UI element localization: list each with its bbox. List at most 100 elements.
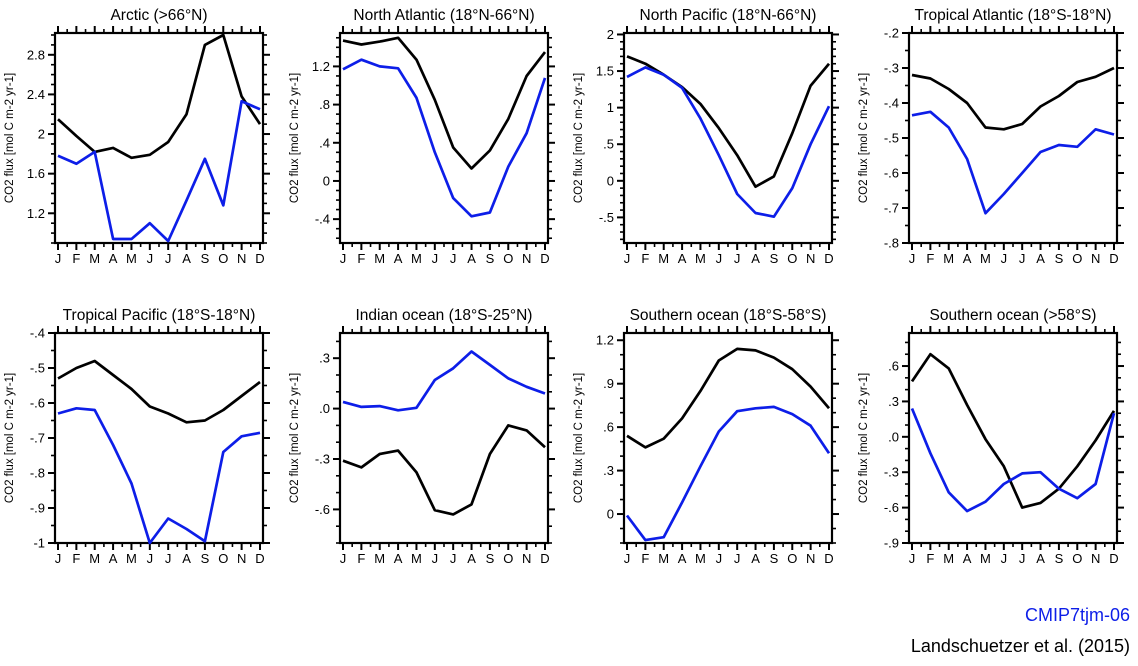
x-tick-label: F (926, 551, 934, 566)
x-tick-label: J (432, 551, 439, 566)
x-tick-label: F (641, 551, 649, 566)
series-line-cmip7tjm-06 (626, 66, 831, 219)
y-tick-label: -1 (33, 536, 45, 551)
x-tick-label: A (751, 551, 760, 566)
chart-title: Southern ocean (18°S-58°S) (630, 307, 827, 324)
x-tick-label: M (126, 551, 137, 566)
x-tick-label: A (963, 251, 972, 266)
x-tick-label: A (751, 251, 760, 266)
x-tick-label: O (1072, 251, 1082, 266)
x-tick-label: A (467, 251, 476, 266)
legend-entry-obs: Landschuetzer et al. (2015) (910, 636, 1130, 656)
y-tick-label: 1.5 (596, 64, 614, 79)
chart-svg: Southern ocean (>58°S) CO2 flux [mol C m-… (858, 307, 1124, 566)
chart-indian-ocean: Indian ocean (18°S-25°N) CO2 flux [mol C … (285, 300, 569, 600)
x-tick-label: J (624, 551, 631, 566)
y-tick-label: -.2 (884, 26, 899, 41)
y-tick-label: .0 (888, 429, 899, 444)
x-tick-label: O (1072, 551, 1082, 566)
chart-svg: Tropical Pacific (18°S-18°N) CO2 flux [mo… (4, 307, 270, 566)
chart-north-pacific: North Pacific (18°N-66°N) CO2 flux [mol C… (569, 0, 853, 300)
legend: CMIP7tjm-06 Landschuetzer et al. (2015) (911, 600, 1130, 662)
chart-title: Tropical Atlantic (18°S-18°N) (914, 7, 1111, 24)
series-line-cmip7tjm-06 (910, 407, 1116, 513)
x-tick-label: M (658, 551, 669, 566)
x-tick-label: D (824, 551, 833, 566)
x-tick-label: O (503, 551, 513, 566)
x-tick-label: J (734, 551, 741, 566)
series-line-landschuetzer (911, 66, 1115, 131)
series-line-landschuetzer (342, 424, 546, 516)
x-tick-label: M (374, 551, 385, 566)
y-tick-label: 1.2 (27, 206, 45, 221)
x-tick-label: N (1091, 251, 1100, 266)
chart-title: North Atlantic (18°N-66°N) (353, 7, 534, 24)
x-tick-label: N (237, 551, 246, 566)
x-tick-label: J (147, 251, 154, 266)
y-axis-label: CO2 flux [mol C m-2 yr-1] (289, 73, 301, 203)
x-tick-label: M (695, 251, 706, 266)
chart-title: Tropical Pacific (18°S-18°N) (63, 307, 256, 324)
chart-title: North Pacific (18°N-66°N) (640, 7, 817, 24)
x-tick-label: F (641, 251, 649, 266)
y-tick-label: -.9 (30, 501, 45, 516)
y-tick-label: -.6 (884, 500, 899, 515)
x-tick-label: J (734, 251, 741, 266)
series-line-landschuetzer (57, 33, 262, 160)
x-tick-label: M (943, 251, 954, 266)
x-tick-label: J (147, 551, 154, 566)
plot-border (622, 31, 834, 245)
x-tick-label: J (716, 251, 723, 266)
x-tick-label: A (467, 551, 476, 566)
x-tick-label: M (89, 251, 100, 266)
x-tick-label: J (909, 551, 916, 566)
x-tick-label: M (411, 251, 422, 266)
y-tick-label: -.5 (599, 210, 614, 225)
chart-title: Arctic (>66°N) (110, 7, 207, 24)
chart-svg: Indian ocean (18°S-25°N) CO2 flux [mol C … (289, 307, 555, 566)
x-tick-label: N (806, 551, 815, 566)
series-line-landschuetzer (626, 55, 831, 189)
y-tick-label: .4 (319, 135, 330, 150)
y-tick-label: -.6 (30, 396, 45, 411)
x-tick-label: A (678, 251, 687, 266)
x-tick-label: D (1109, 551, 1118, 566)
y-tick-label: -.4 (884, 96, 899, 111)
x-tick-label: A (1036, 251, 1045, 266)
x-tick-label: J (1001, 551, 1008, 566)
plot-border (907, 331, 1119, 545)
series-line-cmip7tjm-06 (57, 406, 261, 545)
plot-border (622, 331, 834, 545)
x-tick-label: S (770, 551, 779, 566)
chart-tropical-pacific: Tropical Pacific (18°S-18°N) CO2 flux [mo… (0, 300, 284, 600)
y-tick-label: -.6 (315, 502, 330, 517)
x-tick-label: N (522, 551, 531, 566)
x-tick-label: N (237, 251, 246, 266)
x-tick-label: O (218, 251, 228, 266)
chart-tropical-atlantic: Tropical Atlantic (18°S-18°N) CO2 flux [m… (854, 0, 1138, 300)
y-tick-label: .3 (603, 463, 614, 478)
x-tick-label: N (806, 251, 815, 266)
y-axis-label: CO2 flux [mol C m-2 yr-1] (858, 373, 870, 503)
y-tick-label: 1.2 (596, 333, 614, 348)
y-tick-label: .6 (603, 420, 614, 435)
x-tick-label: N (1091, 551, 1100, 566)
x-tick-label: M (695, 551, 706, 566)
y-axis-label: CO2 flux [mol C m-2 yr-1] (573, 373, 585, 503)
x-tick-label: J (340, 551, 347, 566)
x-tick-label: O (787, 251, 797, 266)
y-tick-label: .6 (888, 359, 899, 374)
x-tick-label: M (126, 251, 137, 266)
y-tick-label: 2.8 (27, 47, 45, 62)
x-tick-label: J (340, 251, 347, 266)
series-line-landschuetzer (57, 359, 261, 424)
y-tick-label: .3 (319, 351, 330, 366)
y-tick-label: -.3 (884, 465, 899, 480)
x-tick-label: J (165, 551, 172, 566)
chart-title: Indian ocean (18°S-25°N) (356, 307, 533, 324)
y-axis-label: CO2 flux [mol C m-2 yr-1] (858, 73, 870, 203)
y-tick-label: 2.4 (27, 87, 45, 102)
y-tick-label: -.7 (884, 201, 899, 216)
chart-southern-ocean-mid: Southern ocean (18°S-58°S) CO2 flux [mol … (569, 300, 853, 600)
x-tick-label: M (374, 251, 385, 266)
